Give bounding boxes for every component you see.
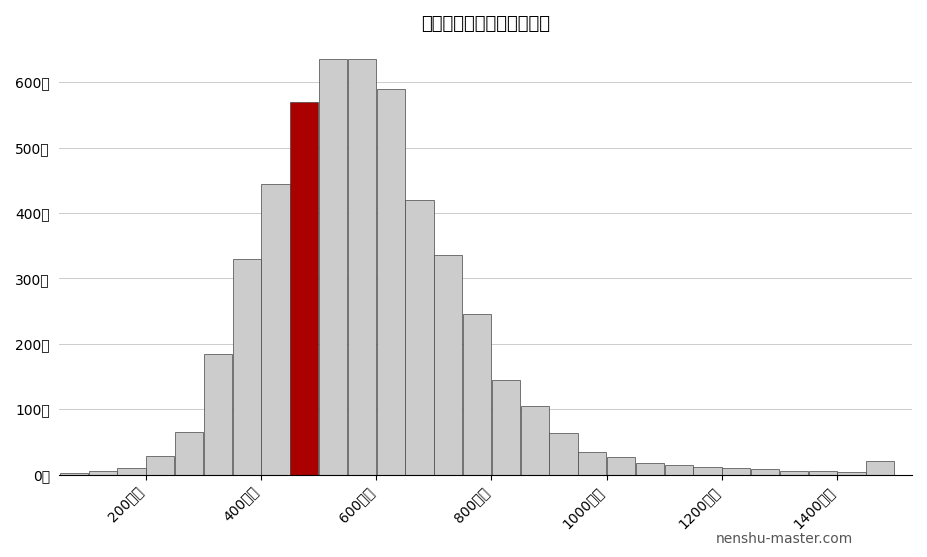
Bar — [463, 314, 491, 475]
Bar — [866, 462, 895, 475]
Bar — [59, 473, 88, 475]
Bar — [693, 467, 721, 475]
Bar — [837, 472, 866, 475]
Bar — [722, 468, 751, 475]
Bar — [550, 433, 578, 475]
Bar — [780, 471, 808, 475]
Bar — [405, 200, 434, 475]
Bar — [261, 183, 289, 475]
Bar — [118, 468, 146, 475]
Bar — [204, 354, 232, 475]
Bar — [290, 102, 318, 475]
Bar — [808, 471, 837, 475]
Bar — [434, 256, 463, 475]
Bar — [665, 465, 692, 475]
Bar — [521, 406, 549, 475]
Bar — [233, 258, 260, 475]
Bar — [89, 471, 117, 475]
Bar — [376, 89, 405, 475]
Bar — [607, 457, 635, 475]
Text: nenshu-master.com: nenshu-master.com — [716, 532, 853, 546]
Bar — [578, 452, 606, 475]
Bar — [319, 59, 348, 475]
Bar — [146, 456, 174, 475]
Title: ゼンリンの年収ポジション: ゼンリンの年収ポジション — [421, 15, 551, 33]
Bar — [636, 463, 664, 475]
Bar — [348, 59, 376, 475]
Bar — [492, 380, 520, 475]
Bar — [751, 470, 780, 475]
Bar — [175, 432, 203, 475]
